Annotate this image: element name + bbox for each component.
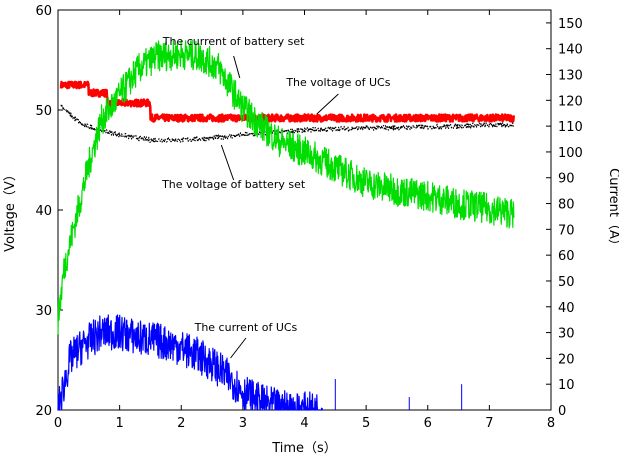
x-axis-title: Time（s） [271, 441, 337, 456]
x-tick-label: 3 [239, 416, 247, 431]
y-tick-label: 30 [35, 304, 52, 319]
x-tick-label: 8 [547, 416, 555, 431]
x-tick-label: 5 [362, 416, 370, 431]
y2-tick-label: 40 [558, 301, 575, 316]
series-line-2 [57, 38, 515, 335]
y2-tick-label: 140 [558, 43, 583, 58]
y2-axis-title: Current（A） [606, 168, 619, 252]
y-tick-label: 40 [35, 204, 52, 219]
series-line-3 [57, 314, 324, 411]
x-tick-label: 1 [115, 416, 123, 431]
y2-tick-label: 20 [558, 352, 575, 367]
y2-tick-label: 80 [558, 198, 575, 213]
annotation-leader [230, 337, 247, 359]
y-tick-label: 50 [35, 104, 52, 119]
y2-tick-label: 130 [558, 69, 583, 84]
x-tick-label: 4 [300, 416, 308, 431]
y-tick-label: 60 [35, 4, 52, 19]
y-tick-label: 20 [35, 404, 52, 419]
y2-tick-label: 100 [558, 146, 583, 161]
y2-tick-label: 0 [558, 404, 566, 419]
y2-tick-label: 50 [558, 275, 575, 290]
annotation-label: The voltage of UCs [285, 76, 390, 89]
x-tick-label: 7 [485, 416, 493, 431]
annotation-leader [233, 55, 241, 79]
y2-tick-label: 150 [558, 17, 583, 32]
x-tick-label: 6 [424, 416, 432, 431]
y2-tick-label: 90 [558, 172, 575, 187]
x-tick-label: 2 [177, 416, 185, 431]
y2-tick-label: 10 [558, 378, 575, 393]
annotation-label: The current of battery set [162, 35, 305, 48]
series-line-0 [59, 80, 515, 123]
y-axis-title: Voltage（V） [3, 168, 18, 252]
y2-tick-label: 70 [558, 223, 575, 238]
y2-tick-label: 60 [558, 249, 575, 264]
annotation-label: The current of UCs [194, 321, 298, 334]
annotation-leader [316, 93, 339, 115]
x-tick-label: 0 [54, 416, 62, 431]
y2-tick-label: 120 [558, 94, 583, 109]
y2-tick-label: 30 [558, 327, 575, 342]
annotation-leader [220, 144, 235, 181]
y2-tick-label: 110 [558, 120, 583, 135]
annotation-label: The voltage of battery set [161, 178, 306, 191]
